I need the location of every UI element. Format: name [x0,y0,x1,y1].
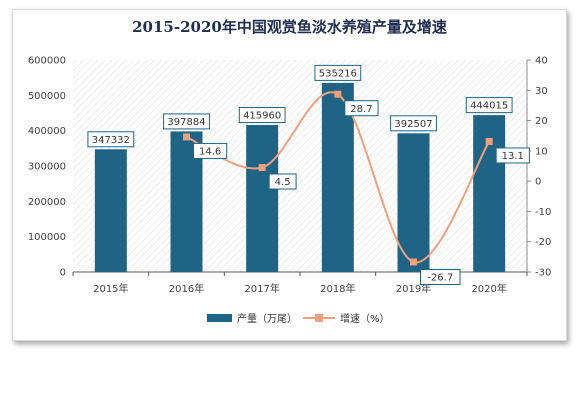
bar-value-label-box [314,64,362,81]
bar-value-label: 535216 [319,68,357,79]
right-axis-tick: 40 [535,56,548,67]
growth-marker [485,137,493,145]
bar-value-label: 392507 [394,119,432,130]
growth-value-label: 28.7 [350,104,372,115]
x-axis-tick: 2016年 [169,282,204,295]
right-axis-tick: 30 [535,86,548,97]
left-axis-tick: 0 [60,268,66,279]
x-axis-tick: 2018年 [320,282,355,295]
bar [94,149,127,272]
bar-value-label: 347332 [92,135,130,146]
bar-value-label-box [465,97,513,114]
right-axis-tick: 10 [535,146,548,157]
growth-marker [258,164,266,172]
bar [397,133,430,272]
right-axis-tick: 0 [535,177,541,188]
right-axis-tick: 20 [535,116,548,127]
growth-value-label-box [268,173,297,190]
x-axis-tick: 2017年 [244,282,279,295]
legend-bar-swatch [207,314,232,322]
left-axis-tick: 500000 [28,91,66,102]
bar-value-label-box [390,115,437,132]
left-axis-tick: 200000 [28,197,66,208]
growth-marker [183,133,190,141]
chart-panel: 2015-2020年中国观赏鱼淡水养殖产量及增速 0 100000 200000 30… [12,9,567,341]
chart-svg: 0 100000 200000 300000 400000 500000 600000 -30… [28,56,552,326]
growth-value-label-box [193,142,228,159]
bar-value-label-box [87,131,135,148]
chart-title: 2015-2020年中国观赏鱼淡水养殖产量及增速 [132,18,447,36]
bar-value-label: 415960 [243,111,281,122]
bar-value-label-box [163,113,210,130]
bar [246,125,279,272]
left-axis-tick: 400000 [28,126,66,137]
left-axis-tick: 100000 [28,232,66,243]
plot-area-hatch [73,60,527,272]
growth-value-label-box [495,147,530,164]
growth-value-label: 13.1 [502,151,524,162]
legend-line-marker [315,314,323,322]
x-axis-tick: 2019年 [396,282,431,295]
left-axis-tick: 600000 [28,56,66,67]
x-axis-tick: 2015年 [93,282,128,295]
bar-value-label: 444015 [470,101,508,112]
growth-value-label-box [420,269,461,286]
growth-value-label: 14.6 [199,147,221,158]
bar-value-label-box [238,107,286,124]
growth-value-label: -26.7 [427,273,453,284]
bar-value-label: 397884 [167,117,205,128]
left-axis-tick: 300000 [28,162,66,173]
growth-value-label: 4.5 [275,177,291,188]
growth-marker [410,258,417,266]
x-axis-tick: 2020年 [471,282,506,295]
right-axis-tick: -30 [535,268,551,279]
legend-line-label: 增速（%） [340,312,390,325]
growth-marker [334,90,342,98]
legend-bar-label: 产量（万尾） [237,312,297,325]
growth-value-label-box [344,100,379,117]
right-axis-tick: -10 [535,207,551,218]
right-axis-tick: -20 [535,237,551,248]
